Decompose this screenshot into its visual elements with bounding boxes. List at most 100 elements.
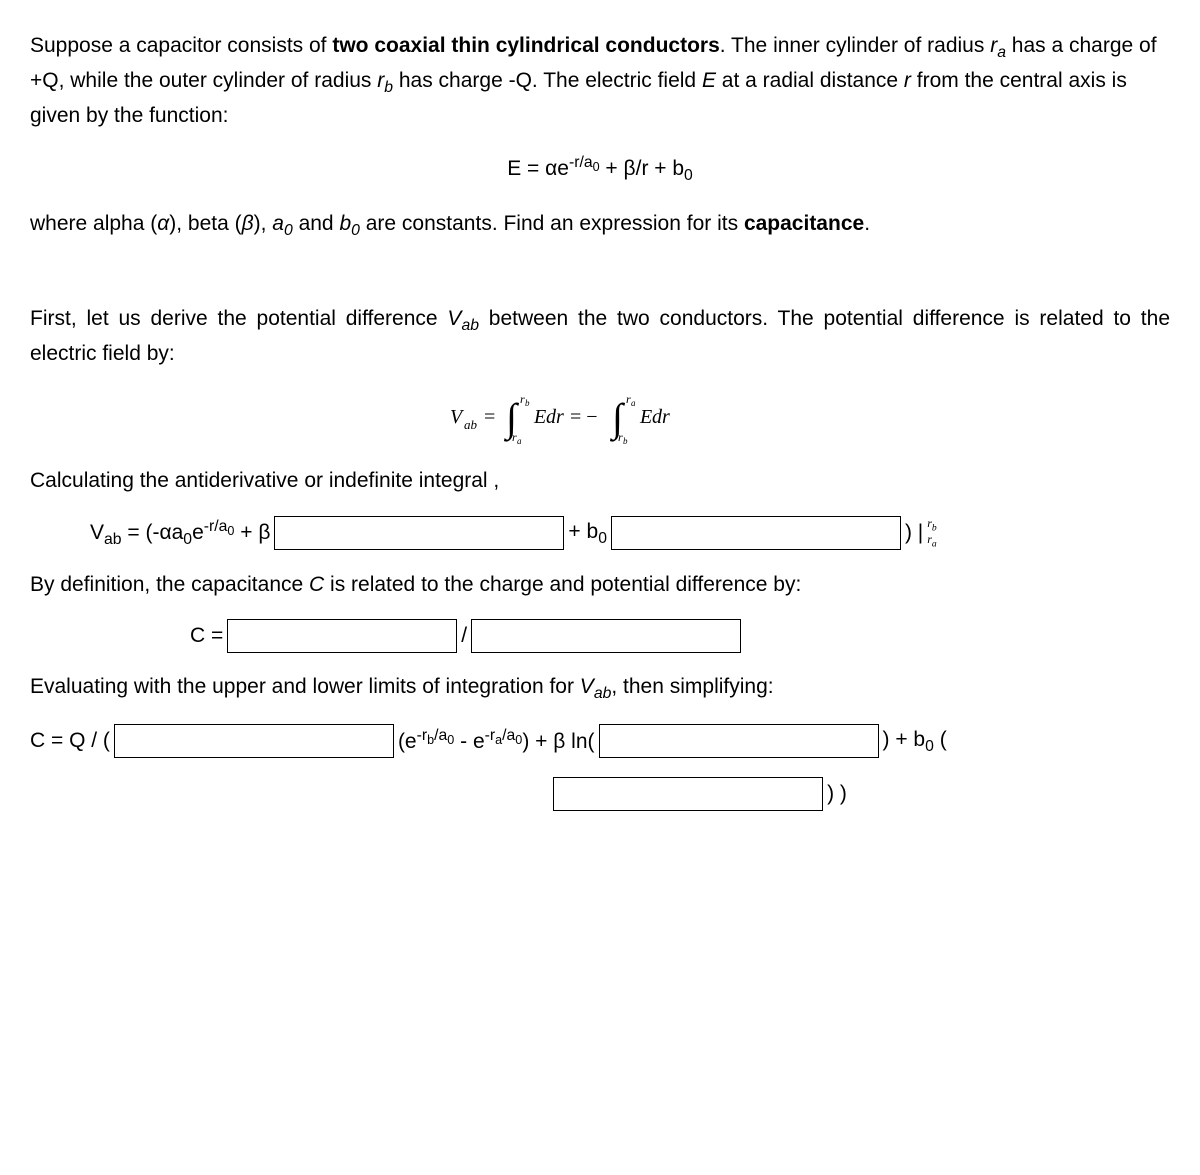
eq-text: + β/r + b — [600, 157, 684, 180]
t: -rb/a0 — [417, 727, 455, 744]
blank-final-1[interactable] — [114, 724, 394, 758]
equation-efield: E = αe-r/a0 + β/r + b0 — [30, 151, 1170, 188]
text: at a radial distance — [716, 69, 904, 92]
eq-c: C = — [190, 620, 223, 652]
svg-text:= −: = − — [570, 406, 598, 428]
eq-slash: / — [461, 620, 467, 652]
spacer — [30, 253, 1170, 293]
svg-text:dr: dr — [546, 406, 564, 428]
eq-vab: Vab = (-αa0e-r/a0 + β — [90, 515, 270, 552]
equation-final-line2: ) ) — [30, 777, 1170, 811]
var-vab-ab: ab — [461, 317, 479, 334]
t: -ra/a0 — [485, 727, 523, 744]
text: are constants. Find an expression for it… — [360, 212, 744, 235]
integral-svg: V ab = ∫ r b r a E dr = − ∫ r a r b E dr — [450, 389, 750, 445]
t: -r — [485, 727, 496, 744]
svg-text:a: a — [631, 398, 636, 408]
blank-c-denominator[interactable] — [471, 619, 741, 653]
paragraph-calc: Calculating the antiderivative or indefi… — [30, 465, 1170, 497]
equation-final-line1: C = Q / ( (e-rb/a0 - e-ra/a0) + β ln( ) … — [30, 724, 1170, 759]
t: 0 — [183, 531, 192, 548]
eq-final-close: ) ) — [827, 778, 847, 810]
text: By definition, the capacitance — [30, 573, 309, 596]
text: ), — [254, 212, 273, 235]
paragraph-evaluate: Evaluating with the upper and lower limi… — [30, 671, 1170, 706]
svg-text:ab: ab — [464, 417, 478, 432]
blank-final-3[interactable] — [553, 777, 823, 811]
svg-text:=: = — [484, 406, 495, 428]
bound-upper: rb — [927, 517, 936, 533]
var-a0-a: a — [272, 212, 284, 235]
var-ra-a: a — [997, 44, 1006, 61]
var-C: C — [309, 573, 324, 596]
t: e — [192, 521, 204, 544]
t: b — [932, 522, 937, 533]
eq-sup: -r/a0 — [569, 154, 600, 171]
t: a — [932, 538, 937, 549]
t: -r/a — [569, 154, 593, 171]
svg-text:a: a — [517, 436, 522, 445]
t: -r — [417, 727, 428, 744]
t: ab — [104, 531, 122, 548]
eq-final-b0: ) + b0 ( — [883, 724, 947, 759]
t: 0 — [925, 738, 934, 755]
var-b0-b: b — [339, 212, 351, 235]
t: 0 — [593, 160, 600, 174]
eq-sub: 0 — [684, 167, 693, 184]
svg-text:b: b — [525, 398, 530, 408]
var-E: E — [702, 69, 716, 92]
blank-beta-term[interactable] — [274, 516, 564, 550]
paragraph-problem: Suppose a capacitor consists of two coax… — [30, 30, 1170, 131]
paragraph-constants: where alpha (α), beta (β), a0 and b0 are… — [30, 208, 1170, 243]
text: ), beta ( — [169, 212, 241, 235]
t: + β — [234, 521, 270, 544]
eq-close: ) | — [905, 517, 923, 549]
text: has charge -Q. The electric field — [393, 69, 702, 92]
var-r: r — [904, 69, 911, 92]
bound-lower: ra — [927, 533, 936, 549]
equation-c-def: C = / — [30, 619, 1170, 653]
equation-vab-antideriv: Vab = (-αa0e-r/a0 + β + b0 ) | rb ra — [30, 515, 1170, 552]
eq-b0: + b0 — [568, 516, 607, 551]
text: then simplifying: — [617, 675, 773, 698]
blank-b0-term[interactable] — [611, 516, 901, 550]
t: ) + b — [883, 728, 926, 751]
var-vab-v2: V — [580, 675, 594, 698]
t: /a — [434, 727, 447, 744]
text: and — [293, 212, 340, 235]
eval-bounds: rb ra — [927, 517, 936, 549]
svg-text:E: E — [533, 406, 546, 428]
blank-c-numerator[interactable] — [227, 619, 457, 653]
t: ( — [934, 728, 947, 751]
text: . — [864, 212, 870, 235]
var-beta: β — [242, 212, 254, 235]
svg-text:b: b — [623, 436, 628, 445]
var-vab-v: V — [447, 307, 461, 330]
text: Evaluating with the upper and lower limi… — [30, 675, 580, 698]
paragraph-derive: First, let us derive the potential diffe… — [30, 303, 1170, 369]
eq-sup: -r/a0 — [204, 518, 235, 535]
svg-text:E: E — [639, 406, 652, 428]
var-a0-0: 0 — [284, 222, 293, 239]
t: ) + β ln( — [522, 730, 594, 753]
svg-text:dr: dr — [652, 406, 670, 428]
text-bold: two coaxial thin cylindrical conductors — [332, 34, 719, 57]
text: where alpha ( — [30, 212, 157, 235]
t: V — [90, 521, 104, 544]
text: . The inner cylinder of radius — [720, 34, 990, 57]
t: 0 — [598, 530, 607, 547]
t: + b — [568, 520, 598, 543]
t: (e — [398, 730, 417, 753]
equation-vab-integral: V ab = ∫ r b r a E dr = − ∫ r a r b E dr — [30, 389, 1170, 445]
text: First, let us derive the potential diffe… — [30, 307, 447, 330]
t: - e — [454, 730, 484, 753]
var-alpha: α — [157, 212, 169, 235]
blank-final-2[interactable] — [599, 724, 879, 758]
var-b0-0: 0 — [351, 222, 360, 239]
text: is related to the charge and potential d… — [324, 573, 801, 596]
t: /a — [502, 727, 515, 744]
t: = (-αa — [122, 521, 184, 544]
eq-final-exp: (e-rb/a0 - e-ra/a0) + β ln( — [398, 724, 595, 758]
eq-text: E = αe — [507, 157, 569, 180]
text: Suppose a capacitor consists of — [30, 34, 332, 57]
